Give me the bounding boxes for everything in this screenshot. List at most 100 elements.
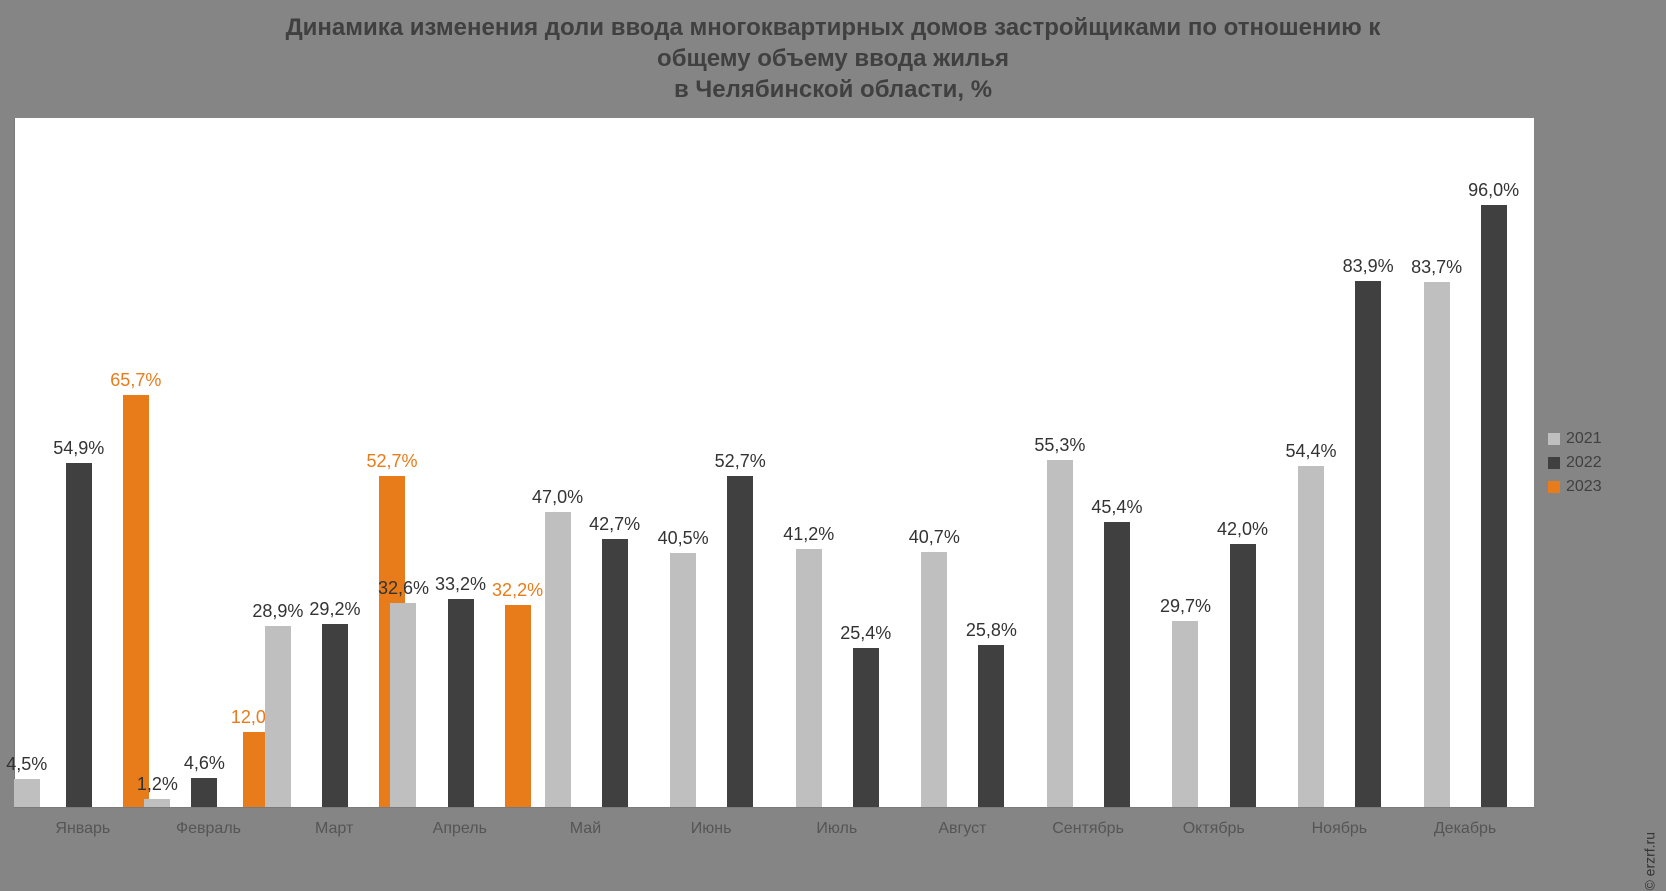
bar: [265, 626, 291, 807]
month-group: 54,4% 83,9%: [1281, 118, 1399, 807]
bar-wrap: 4,5%: [6, 118, 47, 807]
bar: [853, 648, 879, 807]
legend-label: 2022: [1566, 454, 1602, 472]
bar-wrap: 25,4%: [840, 118, 891, 807]
legend-swatch: [1548, 457, 1560, 469]
month-group: 55,3% 45,4%: [1029, 118, 1147, 807]
bar: [978, 645, 1004, 807]
plot-area: 4,5%54,9%65,7%1,2%4,6%12,0%28,9% 29,2% 52,…: [14, 118, 1534, 808]
bar: [448, 599, 474, 807]
legend-item: 2021: [1548, 430, 1644, 448]
x-axis-label: Май: [526, 812, 644, 838]
bar: [545, 512, 571, 807]
bar: [1104, 522, 1130, 807]
bar: [1298, 466, 1324, 807]
month-group: 29,7% 42,0%: [1155, 118, 1273, 807]
title-line-2: общему объему ввода жилья: [0, 43, 1666, 74]
bar-wrap: 32,6%: [378, 118, 429, 807]
bar-wrap: 55,3%: [1034, 118, 1085, 807]
bar: [1424, 282, 1450, 807]
bar-wrap: 40,7%: [909, 118, 960, 807]
bar-value-label: 1,2%: [137, 774, 178, 795]
bar: [796, 549, 822, 807]
bar-wrap: 33,2%: [435, 118, 486, 807]
month-group: 1,2%4,6%12,0%: [150, 118, 268, 807]
bar-wrap: 4,6%: [184, 118, 225, 807]
bar-wrap: 83,9%: [1343, 118, 1394, 807]
bar: [602, 539, 628, 807]
bar-value-label: 33,2%: [435, 574, 486, 595]
bar: [1047, 460, 1073, 807]
x-axis-label: Апрель: [401, 812, 519, 838]
legend-item: 2023: [1548, 478, 1644, 496]
x-axis: Январь Февраль Март Апрель Май Июнь Июль Август…: [14, 812, 1534, 838]
month-group: 4,5%54,9%65,7%: [25, 118, 143, 807]
legend-label: 2021: [1566, 430, 1602, 448]
bar: [191, 778, 217, 807]
bar: [1230, 544, 1256, 807]
bar-value-label: 32,6%: [378, 578, 429, 599]
bar-wrap: 41,2%: [783, 118, 834, 807]
bar: [1172, 621, 1198, 807]
bar-value-label: 40,5%: [658, 528, 709, 549]
bar: [144, 799, 170, 807]
legend-label: 2023: [1566, 478, 1602, 496]
x-axis-label: Март: [275, 812, 393, 838]
bar-value-label: 4,6%: [184, 753, 225, 774]
bar-value-label: 28,9%: [252, 601, 303, 622]
title-line-1: Динамика изменения доли ввода многокварт…: [0, 12, 1666, 43]
month-group: 40,5% 52,7%: [653, 118, 771, 807]
bar: [670, 553, 696, 807]
bar-value-label: 52,7%: [715, 451, 766, 472]
x-axis-label: Декабрь: [1406, 812, 1524, 838]
x-axis-label: Ноябрь: [1280, 812, 1398, 838]
bar-wrap: 1,2%: [137, 118, 178, 807]
bar-value-label: 96,0%: [1468, 180, 1519, 201]
bars-container: 4,5%54,9%65,7%1,2%4,6%12,0%28,9% 29,2% 52,…: [15, 118, 1534, 807]
x-axis-label: Сентябрь: [1029, 812, 1147, 838]
bar-value-label: 83,7%: [1411, 257, 1462, 278]
bar-value-label: 45,4%: [1091, 497, 1142, 518]
x-axis-label: Январь: [24, 812, 142, 838]
month-group: 83,7% 96,0%: [1406, 118, 1524, 807]
bar-value-label: 47,0%: [532, 487, 583, 508]
bar-value-label: 54,4%: [1286, 441, 1337, 462]
bar-value-label: 29,7%: [1160, 596, 1211, 617]
bar-value-label: 25,4%: [840, 623, 891, 644]
bar: [1481, 205, 1507, 807]
x-axis-label: Август: [903, 812, 1021, 838]
legend: 2021 2022 2023: [1534, 118, 1644, 808]
month-group: 40,7%25,8%: [904, 118, 1022, 807]
month-group: 41,2% 25,4%: [778, 118, 896, 807]
bar: [322, 624, 348, 807]
bar-wrap: 45,4%: [1091, 118, 1142, 807]
bar-value-label: 55,3%: [1034, 435, 1085, 456]
bar-wrap: 42,0%: [1217, 118, 1268, 807]
bar-wrap: 54,9%: [53, 118, 104, 807]
x-axis-label: Июнь: [652, 812, 770, 838]
bar-value-label: 42,0%: [1217, 519, 1268, 540]
month-group: 32,6%33,2%32,2%: [402, 118, 520, 807]
x-axis-label: Февраль: [149, 812, 267, 838]
bar-value-label: 4,5%: [6, 754, 47, 775]
legend-swatch: [1548, 433, 1560, 445]
bar-value-label: 41,2%: [783, 524, 834, 545]
bar: [66, 463, 92, 807]
x-axis-label: Июль: [778, 812, 896, 838]
x-axis-label: Октябрь: [1155, 812, 1273, 838]
legend-swatch: [1548, 481, 1560, 493]
bar-wrap: 25,8%: [966, 118, 1017, 807]
bar-wrap: 42,7%: [589, 118, 640, 807]
bar: [1355, 281, 1381, 807]
chart-row: 4,5%54,9%65,7%1,2%4,6%12,0%28,9% 29,2% 52,…: [14, 118, 1652, 808]
bar-wrap: 40,5%: [658, 118, 709, 807]
bar-value-label: 54,9%: [53, 438, 104, 459]
bar-wrap: 47,0%: [532, 118, 583, 807]
bar-wrap: 29,7%: [1160, 118, 1211, 807]
bar-wrap: 54,4%: [1286, 118, 1337, 807]
bar-value-label: 29,2%: [309, 599, 360, 620]
bar-value-label: 42,7%: [589, 514, 640, 535]
bar-value-label: 83,9%: [1343, 256, 1394, 277]
bar-wrap: 96,0%: [1468, 118, 1519, 807]
chart-title: Динамика изменения доли ввода многокварт…: [0, 0, 1666, 106]
